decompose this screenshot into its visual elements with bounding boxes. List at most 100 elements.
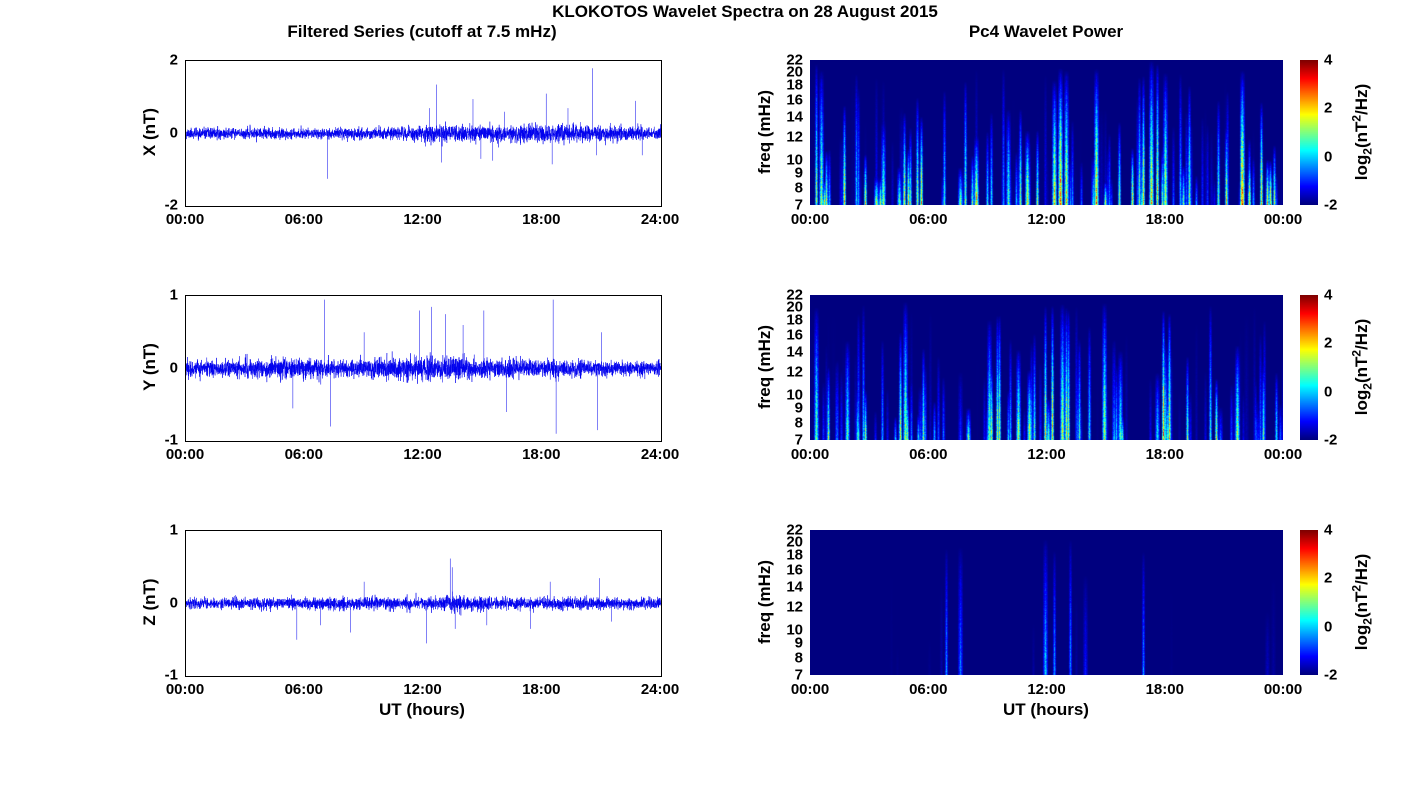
x-tick-label: 00:00 (790, 446, 830, 463)
colorbar-label-text: log (1352, 389, 1372, 416)
right-column-title: Pc4 Wavelet Power (968, 22, 1124, 41)
x-tick-label: 06:00 (909, 681, 948, 698)
colorbar-tick-label: -2 (1324, 431, 1338, 449)
z-wavelet-freq-label: freq (mHz) (755, 559, 774, 645)
colorbar-label-text: (nT (1352, 121, 1372, 149)
x-tick-label: 18:00 (1145, 681, 1184, 698)
colorbar-label: log2(nT2/Hz) (1349, 84, 1374, 180)
colorbar-gradient (1300, 530, 1318, 675)
x-tick-label: 06:00 (284, 211, 323, 228)
colorbar-label-text: log (1352, 154, 1372, 181)
z-series-plot (186, 531, 661, 676)
z-wavelet-panel (810, 530, 1283, 675)
colorbar-label-text: (nT (1352, 591, 1372, 619)
x-wavelet-panel (810, 60, 1283, 205)
x-wavelet-heatmap (810, 60, 1283, 205)
x-tick-label: 12:00 (1027, 446, 1066, 463)
y-tick-label: -2 (164, 196, 178, 214)
freq-tick-label: 16 (786, 91, 803, 109)
freq-tick-label: 12 (786, 128, 803, 146)
freq-tick-label: 14 (786, 578, 803, 596)
freq-tick-label: 20 (786, 298, 803, 316)
x-tick-label: 24:00 (640, 446, 680, 463)
x-tick-label: 00:00 (1263, 211, 1303, 228)
colorbar-tick-label: 2 (1324, 569, 1333, 587)
colorbar-tick-label: 0 (1324, 618, 1333, 636)
y-wavelet-panel (810, 295, 1283, 440)
freq-tick-label: 16 (786, 326, 803, 344)
x-tick-label: 18:00 (522, 211, 561, 228)
x-series-panel (185, 60, 662, 207)
colorbar-tick-label: -2 (1324, 666, 1338, 684)
colorbar-label-text: /Hz) (1352, 83, 1372, 115)
x-tick-label: 18:00 (1145, 446, 1184, 463)
x-tick-label: 18:00 (522, 446, 561, 463)
colorbar-label-sub: 2 (1360, 148, 1375, 155)
freq-tick-label: 8 (794, 179, 803, 197)
freq-tick-label: 12 (786, 598, 803, 616)
z-wavelet-heatmap (810, 530, 1283, 675)
y-tick-label: 1 (169, 286, 178, 304)
freq-tick-label: 20 (786, 533, 803, 551)
x-series-ylabel: X (nT) (140, 107, 159, 157)
colorbar-x (1300, 60, 1318, 205)
x-series-plot (186, 61, 661, 206)
colorbar-label-sub: 2 (1360, 618, 1375, 625)
x-tick-label: 12:00 (1027, 211, 1066, 228)
y-series-ylabel: Y (nT) (140, 343, 159, 391)
colorbar-tick-label: 0 (1324, 148, 1333, 166)
y-tick-label: 0 (169, 124, 178, 141)
x-tick-label: 00:00 (790, 681, 830, 698)
left-column-title: Filtered Series (cutoff at 7.5 mHz) (287, 22, 557, 41)
colorbar-tick-label: 2 (1324, 334, 1333, 352)
colorbar-label-sub: 2 (1360, 383, 1375, 390)
colorbar-gradient (1300, 295, 1318, 440)
freq-tick-label: 14 (786, 108, 803, 126)
freq-tick-label: 9 (794, 164, 803, 182)
x-tick-label: 00:00 (165, 681, 205, 698)
freq-tick-label: 7 (794, 431, 803, 449)
x-wavelet-freq-label: freq (mHz) (755, 89, 774, 175)
colorbar-z (1300, 530, 1318, 675)
y-tick-label: 1 (169, 521, 178, 539)
freq-tick-label: 8 (794, 649, 803, 667)
colorbar-label-text: /Hz) (1352, 553, 1372, 585)
colorbar-label-sup: 2 (1349, 114, 1364, 122)
freq-tick-label: 14 (786, 343, 803, 361)
freq-tick-label: 22 (786, 286, 803, 304)
colorbar-label-text: log (1352, 624, 1372, 651)
y-tick-label: 0 (169, 359, 178, 376)
x-tick-label: 18:00 (522, 681, 561, 698)
x-tick-label: 00:00 (1263, 681, 1303, 698)
left-x-axis-label: UT (hours) (379, 700, 465, 719)
figure-title: KLOKOTOS Wavelet Spectra on 28 August 20… (552, 2, 938, 21)
x-tick-label: 00:00 (790, 211, 830, 228)
freq-tick-label: 9 (794, 399, 803, 417)
freq-tick-label: 7 (794, 196, 803, 214)
freq-tick-label: 8 (794, 414, 803, 432)
y-wavelet-heatmap (810, 295, 1283, 440)
z-series-panel (185, 530, 662, 677)
colorbar-label-sup: 2 (1349, 349, 1364, 357)
freq-tick-label: 18 (786, 546, 803, 564)
freq-tick-label: 22 (786, 51, 803, 69)
colorbar-label-text: (nT (1352, 356, 1372, 384)
x-tick-label: 06:00 (284, 446, 323, 463)
y-tick-label: 2 (169, 51, 178, 69)
freq-tick-label: 18 (786, 311, 803, 329)
colorbar-tick-label: 4 (1324, 286, 1333, 304)
y-tick-label: 0 (169, 594, 178, 611)
colorbar-gradient (1300, 60, 1318, 205)
freq-tick-label: 10 (786, 386, 803, 404)
freq-tick-label: 22 (786, 521, 803, 539)
x-tick-label: 18:00 (1145, 211, 1184, 228)
y-tick-label: -1 (164, 666, 178, 684)
colorbar-label-text: /Hz) (1352, 318, 1372, 350)
right-x-axis-label: UT (hours) (1003, 700, 1089, 719)
x-tick-label: 24:00 (640, 681, 680, 698)
x-tick-label: 12:00 (403, 211, 442, 228)
freq-tick-label: 16 (786, 561, 803, 579)
colorbar-tick-label: 4 (1324, 521, 1333, 539)
colorbar-y (1300, 295, 1318, 440)
x-tick-label: 06:00 (909, 446, 948, 463)
